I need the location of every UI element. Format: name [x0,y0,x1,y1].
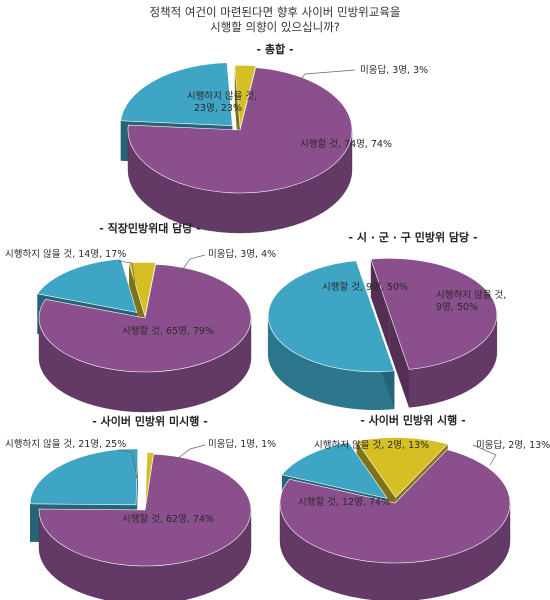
slice-label-2: 시행하지 않을 것, 14명, 17% [5,248,126,260]
pie-title-4: - 사이버 민방위 미시행 - [92,414,208,428]
slice-label-3: 미응답, 1명, 1% [208,438,276,450]
leader-line-3 [292,69,356,90]
slice-label-2: 시행하지 않을 것, 23명, 23% [187,90,257,114]
slice-label-2: 시행하지 않을 것, 9명, 50% [436,289,506,313]
leader-line-3 [472,444,497,466]
slice-label-1: 시행할 것, 62명, 74% [122,513,214,525]
pie-title-5: - 사이버 민방위 시행 - [360,413,465,427]
main-title-line-1: 정책적 여건이 마련된다면 향후 사이버 민방위교육을 [149,5,400,19]
slice-label-1: 시행할 것, 12명, 74% [298,496,390,508]
slice-label-1: 시행할 것, 65명, 79% [122,325,214,337]
pie-chart-1: - 총합 - 시행할 것, 74명, 74% 시행하지 않을 것, 23명, 23% 미… [120,42,428,234]
slice-label-2: 시행하지 않을 것, 2명, 13% [314,439,429,451]
pie-slice-미응답 [144,452,155,509]
slice-label-3: 미응답, 3명, 4% [208,248,276,260]
pie-chart-4: - 사이버 민방위 미시행 - 시행할 것, 62명, 74% 시행하지 않을 것,… [5,414,276,600]
pie-slice-시행하지 않을 것 [120,62,233,126]
pie-slice-시행할 것 [38,263,252,373]
slice-label-2: 시행하지 않을 것, 21명, 25% [5,438,126,450]
pie-slice-cut-1 [389,314,409,408]
slice-label-1: 시행할 것, 74명, 74% [300,138,392,150]
pie-slice-시행할 것 [127,67,353,194]
main-title-line-2: 시행할 의향이 있으십니까? [210,20,340,34]
pie-slice-미응답 [356,437,449,498]
slice-label-1: 시행할 것, 9명, 50% [322,281,408,293]
pie-slice-시행하지 않을 것 [29,448,139,506]
pie-slice-미응답 [128,262,156,317]
pie-slice-cut-1 [370,259,390,353]
pie-slice-시행할 것 [370,258,497,370]
leader-line-3 [174,254,206,281]
pie-title-2: - 직장민방위대 담당 - [99,221,201,235]
pie-chart-5: - 사이버 민방위 시행 - 시행할 것, 12명, 74% 시행하지 않을 것, … [279,413,550,600]
pie-title-3: - 시 · 군 · 구 민방위 담당 - [348,230,477,244]
pie-chart-3: - 시 · 군 · 구 민방위 담당 - 시행할 것, 9명, 50% 시행하지 않… [267,230,506,410]
leader-line-2 [117,260,137,293]
pie-charts-group: - 총합 - 시행할 것, 74명, 74% 시행하지 않을 것, 23명, 23% 미… [5,42,550,600]
leader-line-3 [162,444,206,471]
pie-slice-미응답 [234,65,257,129]
pie-chart-2: - 직장민방위대 담당 - 시행할 것, 65명, 79% 시행하지 않을 것, 1… [5,221,276,413]
pie-title-1: - 총합 - [256,42,293,56]
pie-slice-시행할 것 [279,449,511,564]
pie-slice-시행할 것 [38,453,252,567]
slice-label-3: 미응답, 2명, 13% [476,439,550,451]
pie-slice-시행하지 않을 것 [281,441,389,500]
leader-line-2 [117,449,138,479]
pie-slice-시행하지 않을 것 [268,260,395,373]
slice-label-3: 미응답, 3명, 3% [360,64,428,76]
pie-slice-시행하지 않을 것 [36,258,138,313]
